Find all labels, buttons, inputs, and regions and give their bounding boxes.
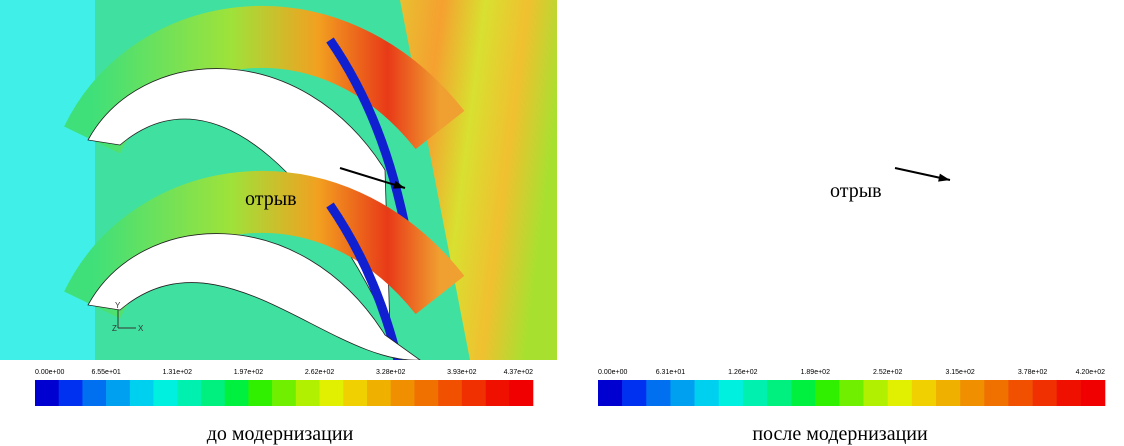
colorbar-swatch <box>154 380 178 406</box>
inlet-region <box>580 0 675 360</box>
colorbar-swatch <box>509 380 533 406</box>
colorbar-swatch <box>960 380 984 406</box>
blade <box>668 234 1000 361</box>
colorbar-swatch <box>912 380 936 406</box>
contour-panel: Y Z X <box>0 0 557 425</box>
colorbar-swatch <box>1033 380 1057 406</box>
blade <box>668 69 970 330</box>
contour-panel: Y Z X <box>580 0 1124 425</box>
colorbar-tick-label: 4.37e+02 <box>504 369 533 376</box>
colorbar-swatch <box>1081 380 1105 406</box>
colorbar-tick-label: 3.15e+02 <box>945 369 974 376</box>
flow-band <box>672 202 1020 305</box>
triad-label: Z <box>112 324 117 333</box>
colorbar-swatch <box>35 380 59 406</box>
colorbar-tick-label: 2.52e+02 <box>873 369 902 376</box>
triad-label: X <box>138 324 144 333</box>
colorbar-swatch <box>462 380 486 406</box>
colorbar-swatch <box>486 380 510 406</box>
caption: после модернизации <box>752 423 928 445</box>
colorbar-swatch <box>367 380 391 406</box>
colorbar-swatch <box>670 380 694 406</box>
colorbar-swatch <box>343 380 367 406</box>
caption: до модернизации <box>207 423 354 445</box>
colorbar-swatch <box>695 380 719 406</box>
colorbar-swatch <box>320 380 344 406</box>
annotation: отрыв <box>245 188 297 210</box>
separation-zone <box>910 40 992 260</box>
colorbar-swatch <box>248 380 272 406</box>
colorbar-tick-label: 0.00e+00 <box>35 369 64 376</box>
colorbar-swatch <box>130 380 154 406</box>
colorbar-tick-label: 1.31e+02 <box>163 369 192 376</box>
colorbar-swatch <box>839 380 863 406</box>
colorbar-swatch <box>815 380 839 406</box>
figure: Y Z Xотрыв 0.00e+00 6.55e+01 1.31e+02 1.97e+02… <box>0 0 1124 446</box>
colorbar-swatch <box>59 380 83 406</box>
colorbar-tick-label: 4.20e+02 <box>1076 369 1105 376</box>
colorbar-swatch <box>743 380 767 406</box>
outlet-stripes <box>980 0 1124 360</box>
colorbar-swatch <box>272 380 296 406</box>
colorbar-swatch <box>225 380 249 406</box>
colorbar-swatch <box>82 380 106 406</box>
colorbar-swatch <box>864 380 888 406</box>
flow-band <box>672 37 1020 140</box>
colorbar-swatch <box>438 380 462 406</box>
colorbar-swatch <box>1057 380 1081 406</box>
annotation: отрыв <box>830 180 882 202</box>
colorbar-swatch <box>719 380 743 406</box>
colorbar-swatch <box>106 380 130 406</box>
colorbar-tick-label: 1.89e+02 <box>801 369 830 376</box>
colorbar-swatch <box>888 380 912 406</box>
colorbar-swatch <box>791 380 815 406</box>
colorbar-swatch <box>177 380 201 406</box>
colorbar-swatch <box>391 380 415 406</box>
colorbar-swatch <box>296 380 320 406</box>
colorbar-swatch <box>767 380 791 406</box>
triad-label: Y <box>695 301 701 310</box>
colorbar-tick-label: 0.00e+00 <box>598 369 627 376</box>
colorbar-swatch <box>984 380 1008 406</box>
colorbar-tick-label: 3.93e+02 <box>447 369 476 376</box>
colorbar-swatch <box>201 380 225 406</box>
triad-label: X <box>718 324 724 333</box>
colorbar-tick-label: 6.31e+01 <box>656 369 685 376</box>
colorbar-swatch <box>414 380 438 406</box>
colorbar-tick-label: 3.28e+02 <box>376 369 405 376</box>
inlet-region <box>0 0 95 360</box>
colorbar-tick-label: 2.62e+02 <box>305 369 334 376</box>
colorbar-tick-label: 6.55e+01 <box>91 369 120 376</box>
triad-label: Y <box>115 301 121 310</box>
colorbar-tick-label: 3.78e+02 <box>1018 369 1047 376</box>
colorbar-swatch <box>936 380 960 406</box>
colorbar-tick-label: 1.26e+02 <box>728 369 757 376</box>
colorbar-swatch <box>598 380 622 406</box>
colorbar-swatch <box>622 380 646 406</box>
colorbar-swatch <box>646 380 670 406</box>
colorbar-tick-label: 1.97e+02 <box>234 369 263 376</box>
colorbar-swatch <box>1008 380 1032 406</box>
triad-label: Z <box>692 324 697 333</box>
